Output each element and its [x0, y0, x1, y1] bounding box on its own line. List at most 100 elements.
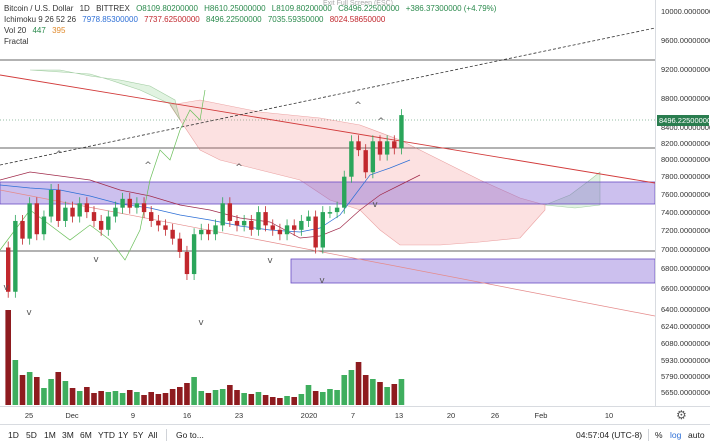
price-axis[interactable]: 10000.00000000 9600.00000000 9200.00000000… — [655, 0, 710, 406]
candle-body — [20, 220, 25, 239]
timeframe-all[interactable]: All — [148, 430, 158, 440]
time-axis-label: 20 — [446, 411, 456, 420]
legend-low: L8109.80200000 — [271, 4, 332, 13]
timeframe-1y[interactable]: 1Y — [118, 430, 129, 440]
percent-toggle[interactable]: % — [655, 430, 663, 440]
volume-bar — [184, 383, 190, 405]
legend-ichimoku-v4: 7035.59350000 — [267, 15, 324, 24]
timeframe-3m[interactable]: 3M — [62, 430, 74, 440]
candle-body — [399, 115, 404, 149]
candle-body — [206, 229, 211, 235]
candle-body — [256, 212, 261, 230]
ascending-dashed-trendline — [0, 27, 655, 166]
volume-bar — [177, 387, 183, 405]
goto-date-button[interactable]: Go to... — [176, 430, 204, 440]
volume-bar — [284, 396, 290, 405]
volume-bar — [205, 393, 212, 405]
time-axis-label: 10 — [604, 411, 614, 420]
volume-bar — [5, 310, 11, 405]
legend-open: O8109.80200000 — [136, 4, 198, 13]
price-axis-label: 7400.00000000 — [661, 208, 710, 217]
candle-body — [127, 198, 132, 208]
candle-body — [6, 247, 11, 292]
candle-body — [34, 203, 39, 235]
candle-body — [48, 189, 54, 217]
ichimoku-cloud-bullish — [544, 171, 601, 209]
fractal-up-marker: ^ — [144, 161, 152, 171]
volume-bar — [55, 372, 62, 405]
legend-ichimoku-v1: 7978.85300000 — [82, 15, 138, 24]
price-axis-label: 8200.00000000 — [661, 139, 710, 148]
volume-bar — [48, 379, 54, 405]
ichimoku-conversion-line — [0, 159, 411, 233]
candle-body — [84, 203, 90, 213]
candle-body — [349, 141, 354, 177]
time-axis-label: Feb — [534, 411, 548, 420]
fractal-up-marker: ^ — [377, 117, 385, 127]
candle-body — [249, 220, 254, 230]
volume-bar — [84, 387, 90, 405]
price-axis-label: 8000.00000000 — [661, 155, 710, 164]
chart-plot-area[interactable]: v v ^ v ^ v ^ v v ^ v ^ — [0, 0, 655, 406]
legend-vol-row[interactable]: Vol 20 447 395 — [4, 25, 500, 36]
legend-vol-v1: 447 — [32, 26, 46, 35]
legend-fractal-row[interactable]: Fractal — [4, 36, 500, 47]
candle-body — [363, 150, 368, 173]
price-axis-label: 6240.00000000 — [661, 322, 710, 331]
timeframe-1m[interactable]: 1M — [44, 430, 56, 440]
candle-body — [177, 238, 182, 252]
volume-bar — [377, 382, 383, 405]
volume-bar — [277, 398, 283, 405]
ichimoku-cloud-bullish — [29, 69, 181, 121]
legend-symbol-row: Bitcoin / U.S. Dollar 1D BITTREX O8109.8… — [4, 3, 500, 14]
exit-fullscreen-hint[interactable]: Exit Full Screen (ESC) — [323, 0, 394, 7]
candle-body — [41, 216, 47, 235]
volume-bar — [320, 392, 326, 405]
candle-body — [241, 220, 247, 226]
resistance-trendline — [0, 74, 655, 184]
time-axis[interactable]: 25 Dec 9 16 23 2020 7 13 20 26 Feb 10 — [0, 406, 710, 425]
volume-bar — [141, 395, 147, 405]
gear-icon[interactable]: ⚙ — [676, 408, 687, 422]
candle-body — [392, 141, 397, 149]
timeframe-6m[interactable]: 6M — [80, 430, 92, 440]
volume-bar — [12, 360, 19, 405]
price-axis-label: 9600.00000000 — [661, 36, 710, 45]
volume-bar — [398, 379, 405, 405]
volume-bar — [126, 390, 133, 405]
auto-toggle[interactable]: auto — [688, 430, 705, 440]
legend-vol-label: Vol 20 — [4, 26, 27, 35]
timeframe-5d[interactable]: 5D — [26, 430, 37, 440]
candle-body — [98, 220, 104, 230]
log-toggle[interactable]: log — [670, 430, 682, 440]
price-axis-label: 5790.00000000 — [661, 372, 710, 381]
timeframe-ytd[interactable]: YTD — [98, 430, 115, 440]
legend-close: C8496.22500000 — [338, 4, 400, 13]
volume-bar — [162, 393, 169, 405]
candle-body — [313, 216, 318, 248]
volume-bar — [384, 387, 390, 405]
candle-body — [284, 225, 290, 235]
chart-canvas[interactable]: v v ^ v ^ v ^ v v ^ v ^ — [0, 0, 655, 406]
candle-body — [91, 212, 97, 221]
timeframe-1d[interactable]: 1D — [8, 430, 19, 440]
volume-bar — [370, 379, 376, 405]
volume-bar — [169, 389, 176, 405]
volume-bar — [76, 391, 83, 405]
volume-bar — [355, 362, 362, 405]
time-axis-label: 16 — [182, 411, 192, 420]
candle-body — [227, 203, 233, 221]
legend-ichimoku-row[interactable]: Ichimoku 9 26 52 26 7978.85300000 7737.6… — [4, 14, 500, 25]
volume-bar — [98, 391, 104, 405]
legend-symbol[interactable]: Bitcoin / U.S. Dollar — [4, 4, 74, 13]
volume-bar — [334, 390, 340, 405]
volume-bar — [69, 388, 76, 405]
fractal-down-marker: v — [198, 318, 204, 328]
price-axis-label: 8400.00000000 — [661, 123, 710, 132]
volume-bar — [241, 393, 247, 405]
candle-body — [184, 251, 190, 275]
legend-exchange: BITTREX — [96, 4, 130, 13]
clock-readout[interactable]: 04:57:04 (UTC-8) — [576, 430, 643, 440]
timeframe-5y[interactable]: 5Y — [133, 430, 144, 440]
price-axis-label: 7600.00000000 — [661, 190, 710, 199]
